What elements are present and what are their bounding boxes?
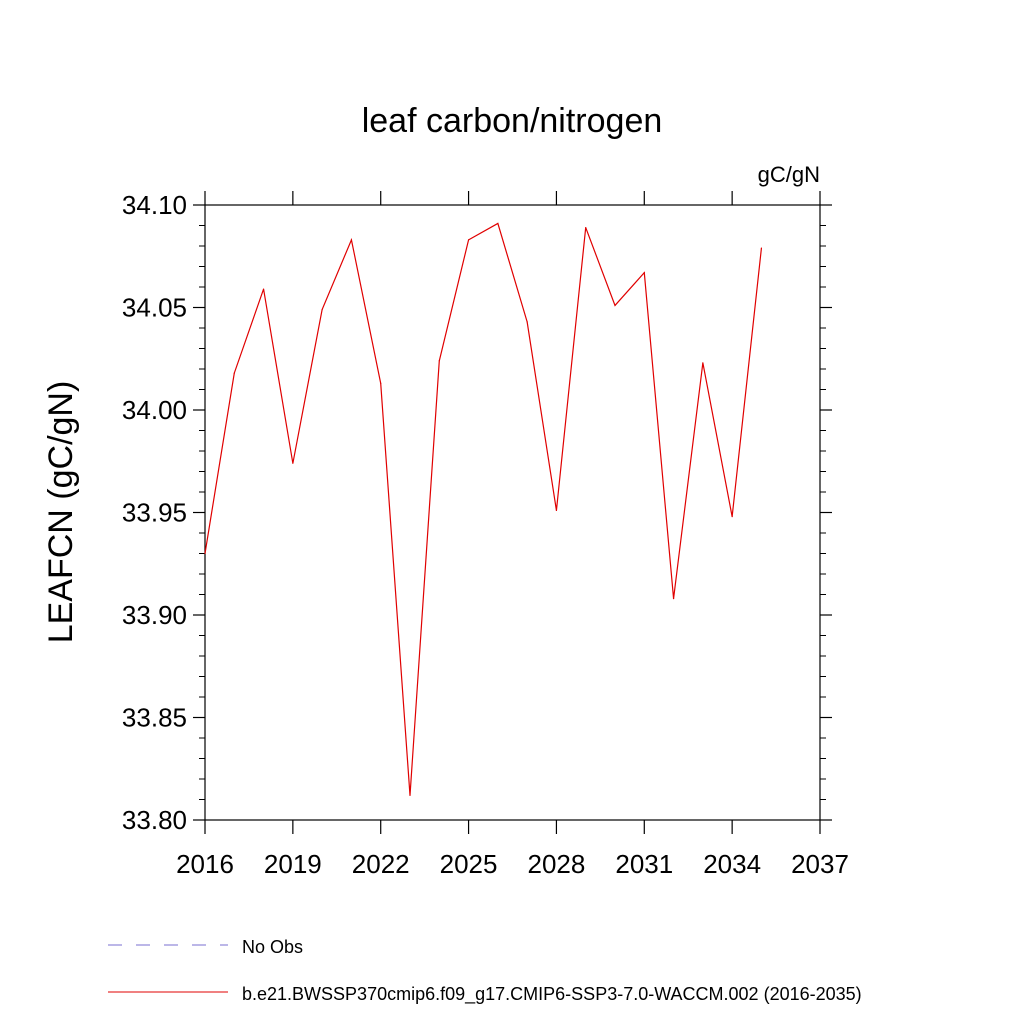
legend-label-0: No Obs bbox=[242, 937, 303, 957]
series-layer bbox=[204, 222, 763, 797]
x-tick-label: 2025 bbox=[440, 849, 498, 879]
y-tick-label: 33.90 bbox=[122, 600, 187, 630]
legend-label-1: b.e21.BWSSP370cmip6.f09_g17.CMIP6-SSP3-7… bbox=[242, 984, 862, 1005]
data-point bbox=[702, 362, 704, 364]
data-point bbox=[262, 288, 265, 290]
x-tick-label: 2019 bbox=[264, 849, 322, 879]
y-tick-label: 33.85 bbox=[122, 703, 187, 733]
data-point bbox=[760, 247, 763, 249]
data-point bbox=[204, 552, 206, 555]
y-axis-label: LEAFCN (gC/gN) bbox=[42, 381, 80, 644]
data-point bbox=[672, 598, 675, 600]
y-tick-label: 34.10 bbox=[122, 190, 187, 220]
x-tick-label: 2022 bbox=[352, 849, 410, 879]
data-point bbox=[380, 382, 382, 384]
units-label: gC/gN bbox=[758, 162, 820, 187]
data-point bbox=[614, 304, 616, 307]
data-point bbox=[526, 321, 528, 323]
data-point bbox=[585, 226, 587, 229]
x-tick-label: 2016 bbox=[176, 849, 234, 879]
legend: No Obs b.e21.BWSSP370cmip6.f09_g17.CMIP6-… bbox=[108, 937, 862, 1005]
data-point bbox=[409, 794, 411, 797]
data-point bbox=[643, 272, 645, 274]
chart-title: leaf carbon/nitrogen bbox=[362, 102, 663, 140]
data-point bbox=[292, 462, 294, 464]
y-tick-label: 34.00 bbox=[122, 395, 187, 425]
x-tick-label: 2034 bbox=[703, 849, 761, 879]
data-point bbox=[497, 222, 499, 225]
x-tick-label: 2037 bbox=[791, 849, 849, 879]
y-tick-label: 33.95 bbox=[122, 498, 187, 528]
series-line-0 bbox=[204, 222, 763, 796]
data-point bbox=[731, 516, 733, 518]
data-point bbox=[555, 509, 558, 512]
plot-frame bbox=[204, 204, 821, 821]
data-point bbox=[438, 360, 440, 362]
x-tick-label: 2028 bbox=[528, 849, 586, 879]
y-ticks: 33.80 33.85 33.90 33.95 34.00 34.05 34.10 bbox=[122, 190, 832, 835]
data-point bbox=[321, 308, 323, 311]
x-tick-label: 2031 bbox=[615, 849, 673, 879]
x-ticks: 2016 2019 2022 2025 2028 2031 2034 2037 bbox=[176, 191, 849, 879]
data-point bbox=[467, 239, 470, 241]
data-point bbox=[233, 372, 235, 374]
y-tick-label: 34.05 bbox=[122, 293, 187, 323]
data-point bbox=[350, 239, 353, 241]
y-tick-label: 33.80 bbox=[122, 805, 187, 835]
